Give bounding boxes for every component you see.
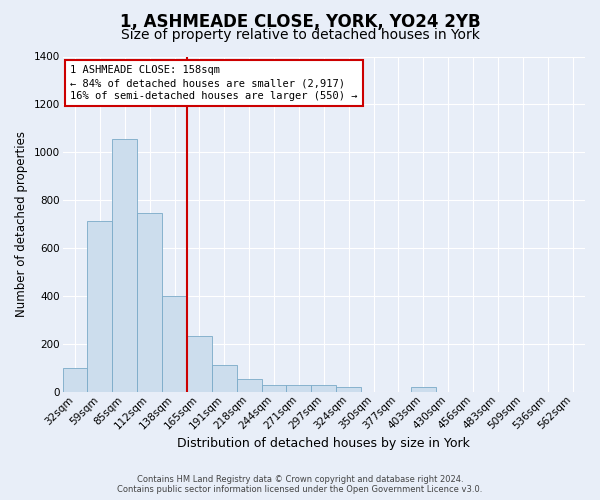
Bar (137, 214, 162, 392)
Bar (88, 220, 112, 392)
Bar (237, 378, 262, 392)
Bar (62, 368, 88, 392)
Bar (286, 384, 311, 392)
Text: 1, ASHMEADE CLOSE, YORK, YO24 2YB: 1, ASHMEADE CLOSE, YORK, YO24 2YB (119, 12, 481, 30)
Bar (187, 336, 212, 392)
Text: 1 ASHMEADE CLOSE: 158sqm
← 84% of detached houses are smaller (2,917)
16% of sem: 1 ASHMEADE CLOSE: 158sqm ← 84% of detach… (70, 65, 358, 102)
Text: Size of property relative to detached houses in York: Size of property relative to detached ho… (121, 28, 479, 42)
Bar (262, 384, 286, 392)
Bar (411, 387, 436, 392)
Y-axis label: Number of detached properties: Number of detached properties (15, 131, 28, 317)
X-axis label: Distribution of detached houses by size in York: Distribution of detached houses by size … (178, 437, 470, 450)
Bar (112, 139, 137, 392)
Bar (311, 384, 336, 392)
Bar (162, 296, 187, 392)
Bar (212, 366, 237, 392)
Text: Contains HM Land Registry data © Crown copyright and database right 2024.: Contains HM Land Registry data © Crown c… (137, 475, 463, 484)
Bar (336, 387, 361, 392)
Text: Contains public sector information licensed under the Open Government Licence v3: Contains public sector information licen… (118, 485, 482, 494)
